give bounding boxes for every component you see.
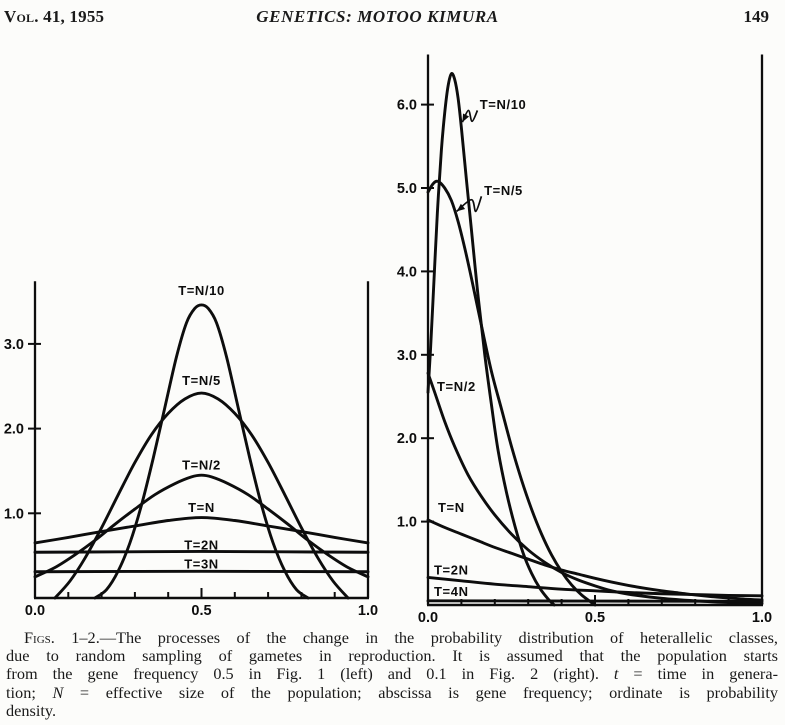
page-header: Vol. 41, 1955 GENETICS: MOTOO KIMURA 149: [0, 7, 785, 29]
caption-segment: = time in genera-: [618, 664, 779, 684]
caption-segment: Figs.: [24, 628, 55, 647]
caption-segment: due to random sampling of gametes in rep…: [6, 646, 778, 666]
caption-line: Figs. 1–2.—The processes of the change i…: [6, 628, 778, 647]
fig2-x-tick-label: 0.0: [418, 610, 438, 626]
caption-segment: N: [52, 682, 64, 702]
fig1-curve-t-n-5: [53, 391, 350, 600]
fig2-y-tick-label: 3.0: [397, 348, 417, 364]
fig1-chart: 1.0 2.0 3.0 0.0 0.5 1.0 T=N/10 T=N/5 T=N/2 T=N T=2…: [4, 281, 378, 619]
fig2-y-tick-label: 6.0: [397, 98, 417, 114]
fig2-curve-t-2n: [426, 576, 764, 598]
figure-caption: Figs. 1–2.—The processes of the change i…: [6, 628, 778, 720]
fig2-curve-t-n: [426, 518, 764, 602]
fig2-curve-t-n-10: [426, 72, 556, 607]
fig2-y-tick-label: 4.0: [397, 264, 417, 280]
fig2-y-tick-label: 2.0: [397, 431, 417, 447]
fig2-curve-label-t-n-10: T=N/10: [480, 97, 527, 112]
fig2-leader-t-n-5: [456, 196, 483, 213]
fig1-curve-t-n-10: [93, 303, 310, 600]
caption-segment: t: [613, 664, 619, 684]
fig1-curve-label-t-n-2: T=N/2: [182, 458, 221, 473]
caption-segment: 1–2.—The processes of the change in the …: [54, 628, 778, 647]
fig2-curve-t-n-5: [426, 179, 597, 607]
fig1-curve-label-t-n-10: T=N/10: [178, 283, 225, 298]
journal-title: GENETICS: MOTOO KIMURA: [256, 7, 499, 26]
caption-line: from the gene frequency 0.5 in Fig. 1 (l…: [6, 665, 778, 683]
fig1-curve-t-2n: [33, 549, 370, 554]
fig1-y-tick-label: 3.0: [4, 337, 24, 353]
fig2-leader-arrow-t-n-5: [456, 203, 466, 212]
caption-segment: = effective size of the population; absc…: [63, 682, 778, 702]
caption-segment: tion;: [6, 682, 53, 702]
fig1-y-tick-label: 1.0: [4, 506, 24, 522]
fig2-x-tick-label: 1.0: [752, 610, 772, 626]
caption-line: tion; N = effective size of the populati…: [6, 682, 778, 702]
fig2-x-tick-label: 0.5: [585, 610, 605, 626]
fig2-y-tick-label: 5.0: [397, 181, 417, 197]
journal-volume: Vol. 41, 1955: [4, 7, 105, 26]
fig1-curve-label-t-2n: T=2N: [184, 538, 219, 553]
fig2-chart: 1.0 2.0 3.0 4.0 5.0 6.0 0.0 0.5 1.0 T=N/10 T=N/5 T=…: [397, 54, 772, 626]
fig1-y-tick-label: 2.0: [4, 422, 24, 438]
fig1-x-tick-label: 0.0: [25, 603, 45, 619]
fig1-curve-label-t-3n: T=3N: [184, 557, 219, 572]
fig2-curve-label-t-4n: T=4N: [434, 584, 469, 599]
fig1-curve-t-n: [33, 516, 370, 545]
caption-segment: from the gene frequency 0.5 in Fig. 1 (l…: [6, 664, 614, 684]
caption-line: density.: [6, 700, 778, 720]
fig1-x-tick-label: 1.0: [358, 603, 378, 619]
fig1-curve-t-n-2: [33, 473, 370, 579]
fig2-leader-t-n-10: [461, 109, 479, 123]
fig2-curve-label-t-n: T=N: [438, 500, 465, 515]
page-number: 149: [743, 7, 770, 26]
fig2-y-tick-label: 1.0: [397, 515, 417, 531]
caption-line: due to random sampling of gametes in rep…: [6, 647, 778, 665]
fig1-x-tick-label: 0.5: [191, 603, 211, 619]
fig2-leader-arrow-t-n-10: [462, 113, 470, 123]
fig1-curve-label-t-n: T=N: [188, 500, 215, 515]
fig2-curve-t-n-2: [426, 371, 764, 605]
caption-segment: density.: [6, 700, 57, 720]
fig2-curve-label-t-2n: T=2N: [434, 562, 469, 577]
fig2-curve-label-t-n-2: T=N/2: [437, 379, 476, 394]
fig1-curve-label-t-n-5: T=N/5: [182, 373, 221, 388]
fig2-curve-label-t-n-5: T=N/5: [484, 183, 523, 198]
